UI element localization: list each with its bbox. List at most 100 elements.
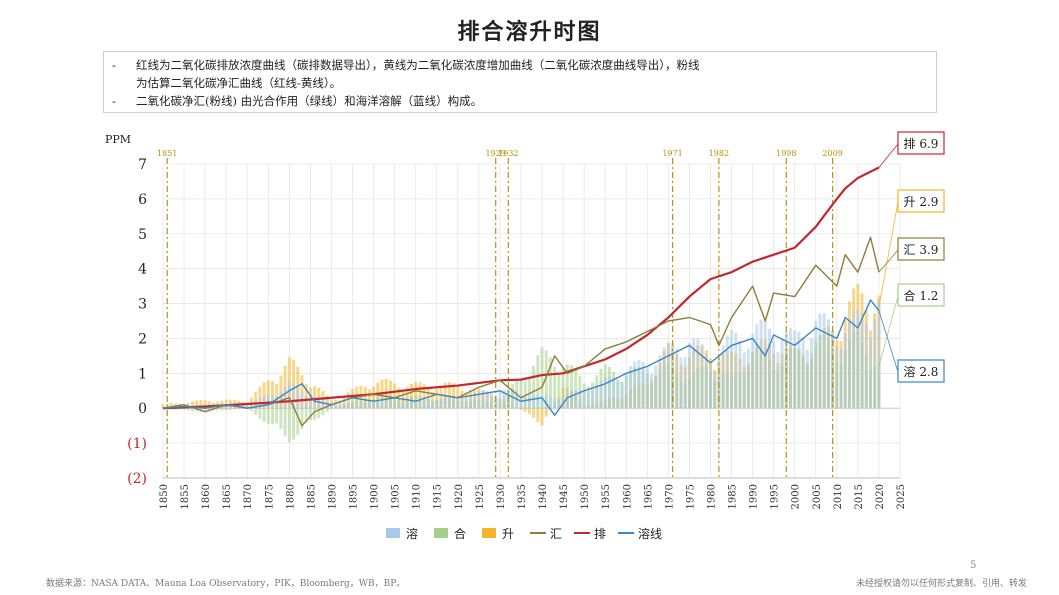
event-label: 1998 bbox=[776, 149, 796, 158]
bar-溶 bbox=[511, 389, 515, 409]
legend-swatch bbox=[482, 528, 496, 538]
bar-溶 bbox=[742, 352, 746, 409]
bar-溶 bbox=[692, 338, 696, 409]
x-tick-label: 1885 bbox=[306, 484, 317, 509]
bar-溶 bbox=[245, 405, 249, 409]
bar-升 bbox=[342, 396, 346, 409]
bar-合 bbox=[249, 408, 253, 412]
bar-溶 bbox=[814, 320, 818, 409]
bar-合 bbox=[557, 374, 561, 409]
x-tick-label: 1950 bbox=[580, 484, 591, 509]
bar-溶 bbox=[498, 391, 502, 409]
x-tick-label: 1995 bbox=[770, 484, 781, 509]
bar-溶 bbox=[586, 392, 590, 409]
bar-溶 bbox=[464, 398, 468, 409]
bar-溶 bbox=[191, 408, 194, 409]
bar-溶 bbox=[591, 390, 595, 409]
bar-合 bbox=[296, 408, 300, 435]
end-label-text: 汇 3.9 bbox=[904, 243, 939, 257]
bar-溶 bbox=[397, 401, 401, 409]
bar-合 bbox=[574, 369, 578, 409]
line-排 bbox=[162, 166, 880, 410]
bar-合 bbox=[279, 408, 283, 430]
end-label-leader bbox=[878, 295, 899, 367]
bar-升 bbox=[363, 386, 367, 409]
end-label-text: 升 2.9 bbox=[904, 195, 939, 209]
bar-溶 bbox=[650, 373, 653, 409]
bar-溶 bbox=[751, 334, 755, 409]
bar-溶 bbox=[700, 344, 704, 409]
bar-溶 bbox=[767, 328, 771, 409]
bar-溶 bbox=[477, 390, 481, 409]
x-tick-label: 1955 bbox=[601, 484, 612, 509]
bar-溶 bbox=[721, 345, 725, 409]
bar-升 bbox=[169, 403, 173, 409]
bar-合 bbox=[329, 408, 333, 409]
bar-溶 bbox=[772, 340, 776, 409]
bar-溶 bbox=[810, 338, 814, 409]
y-tick-label: (1) bbox=[127, 436, 147, 452]
bar-溶 bbox=[384, 399, 388, 409]
event-label: 2009 bbox=[822, 149, 842, 158]
bar-溶 bbox=[283, 386, 287, 409]
bar-升 bbox=[405, 386, 409, 409]
bar-溶 bbox=[351, 401, 354, 409]
bar-溶 bbox=[182, 408, 186, 409]
event-label: 1971 bbox=[662, 149, 682, 158]
bar-溶 bbox=[780, 339, 784, 409]
bar-升 bbox=[346, 392, 350, 409]
bar-溶 bbox=[869, 338, 872, 409]
bar-溶 bbox=[393, 400, 397, 409]
x-tick-label: 1910 bbox=[412, 484, 423, 509]
bar-合 bbox=[313, 408, 317, 420]
bar-合 bbox=[254, 408, 258, 415]
bar-升 bbox=[447, 382, 451, 409]
note-text: 为估算二氧化碳净汇曲线（红线-黄线）。 bbox=[136, 76, 342, 90]
y-axis-label: PPM bbox=[105, 133, 131, 146]
bar-溶 bbox=[355, 401, 359, 409]
bar-溶 bbox=[658, 355, 662, 409]
bar-溶 bbox=[675, 348, 679, 409]
bar-合 bbox=[317, 408, 321, 419]
bar-合 bbox=[561, 367, 565, 409]
bar-溶 bbox=[607, 376, 611, 409]
legend-swatch bbox=[386, 528, 400, 538]
end-label-text: 排 6.9 bbox=[904, 137, 939, 151]
x-tick-label: 2025 bbox=[896, 484, 907, 509]
bar-溶 bbox=[671, 343, 675, 409]
x-tick-label: 1915 bbox=[433, 484, 444, 509]
bar-溶 bbox=[565, 394, 569, 409]
bar-溶 bbox=[704, 353, 708, 409]
bar-溶 bbox=[624, 373, 628, 409]
bar-溶 bbox=[460, 398, 464, 409]
bar-溶 bbox=[822, 313, 826, 409]
x-tick-label: 1870 bbox=[243, 484, 254, 509]
end-label-box bbox=[897, 283, 945, 307]
bar-升 bbox=[418, 382, 422, 409]
bar-溶 bbox=[186, 408, 190, 409]
bar-溶 bbox=[224, 406, 228, 409]
bar-合 bbox=[186, 408, 190, 411]
bar-溶 bbox=[431, 401, 435, 409]
bar-升 bbox=[527, 408, 531, 414]
note-text: 红线为二氧化碳排放浓度曲线（碳排数据导出），黄线为二氧化碳浓度增加曲线（二氧化碳… bbox=[136, 58, 700, 72]
bar-升 bbox=[410, 383, 413, 409]
legend-swatch bbox=[434, 528, 448, 538]
bar-升 bbox=[519, 408, 523, 411]
x-tick-label: 2020 bbox=[875, 484, 886, 509]
x-tick-label: 1850 bbox=[159, 484, 170, 509]
bar-溶 bbox=[641, 361, 645, 409]
bar-合 bbox=[266, 408, 270, 425]
end-label-text: 合 1.2 bbox=[904, 288, 939, 303]
bar-合 bbox=[308, 408, 312, 421]
bar-合 bbox=[570, 365, 573, 409]
x-tick-label: 1940 bbox=[538, 484, 549, 509]
bar-升 bbox=[431, 391, 435, 409]
note-line-2: 为估算二氧化碳净汇曲线（红线-黄线）。 bbox=[112, 74, 928, 92]
bar-溶 bbox=[490, 392, 493, 409]
x-tick-label: 2005 bbox=[812, 484, 823, 509]
bar-合 bbox=[544, 350, 548, 409]
bar-升 bbox=[228, 399, 232, 409]
bar-合 bbox=[527, 376, 531, 409]
bar-溶 bbox=[405, 401, 409, 409]
